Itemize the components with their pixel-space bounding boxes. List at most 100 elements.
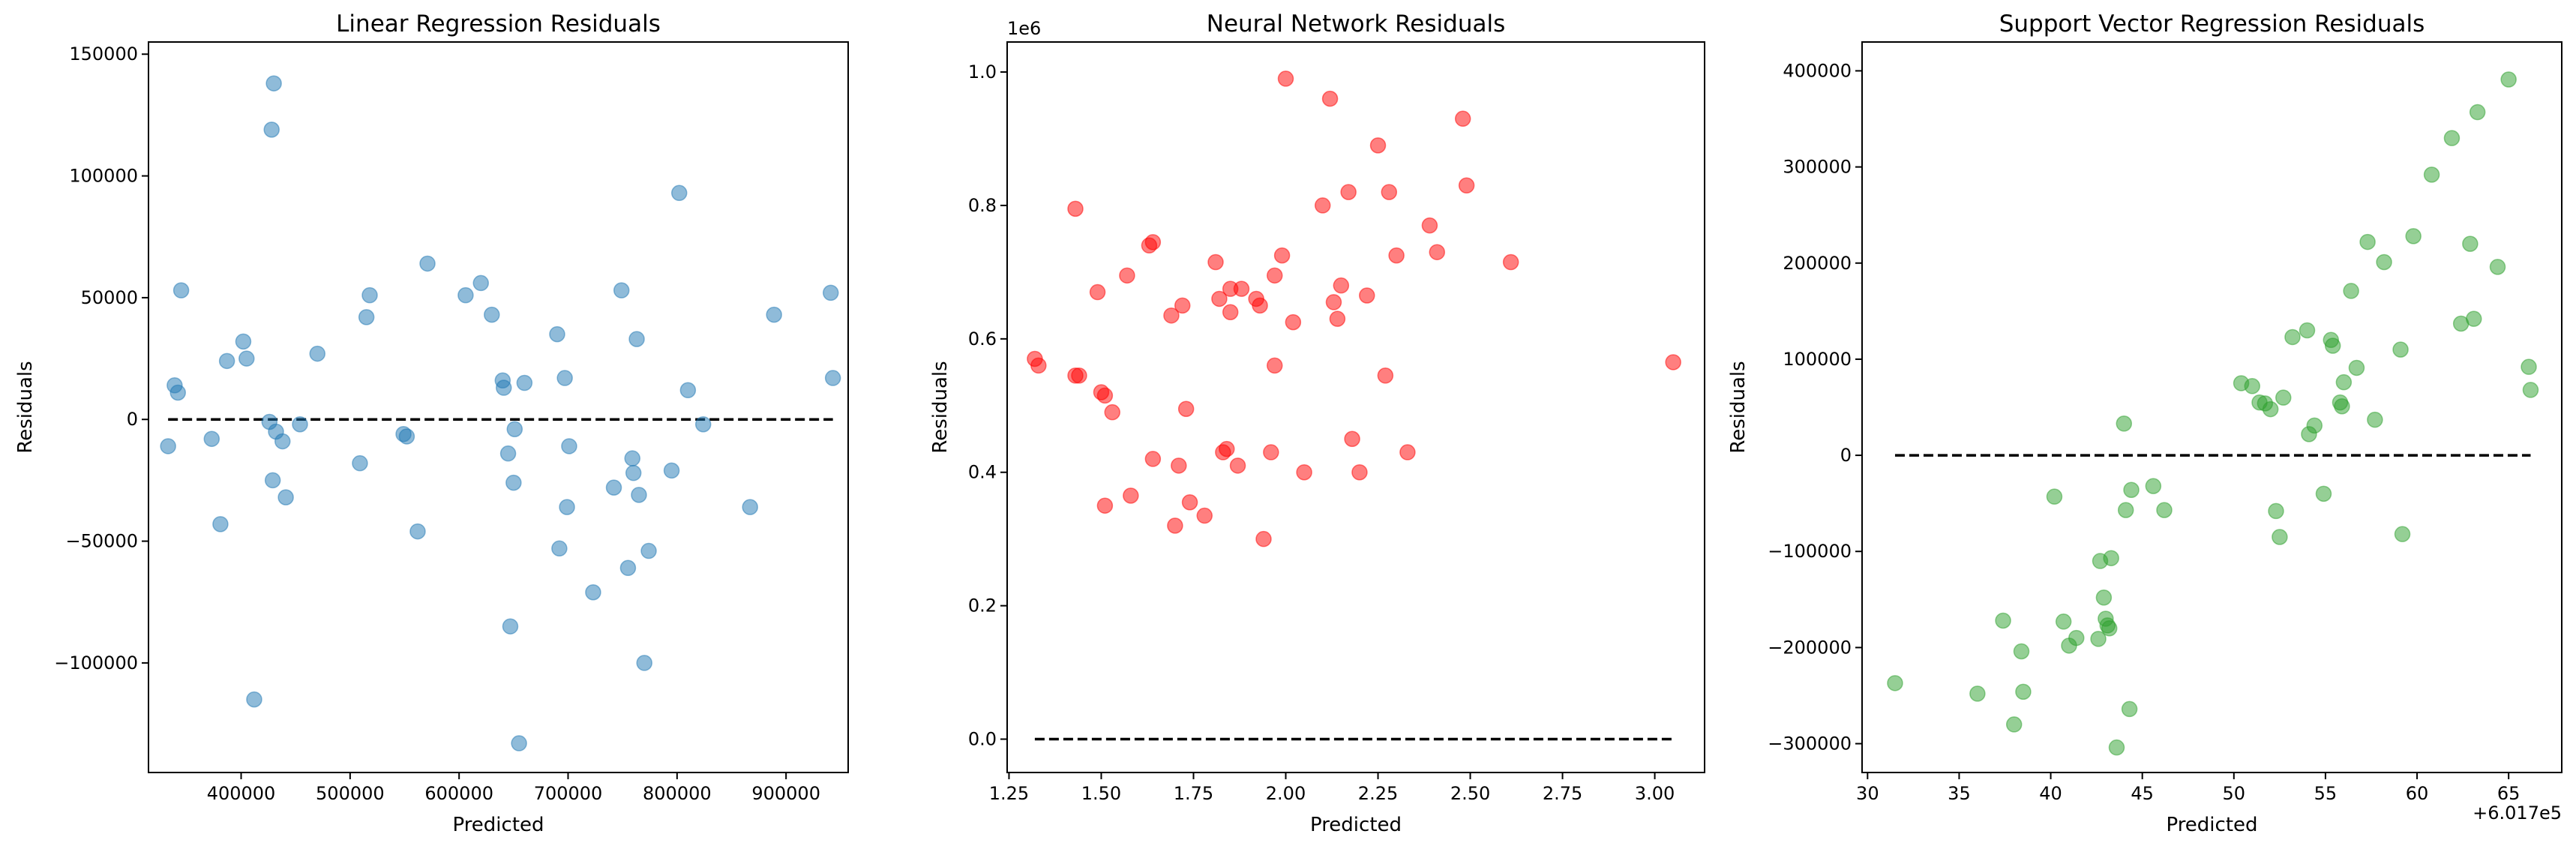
y-tick-label: 300000 [1783,157,1852,178]
data-point [1377,367,1394,384]
data-point [511,735,527,752]
data-point [2489,259,2506,275]
y-tick-label: 200000 [1783,253,1852,274]
data-point [1207,254,1224,271]
y-tick-label: 0.0 [968,729,997,750]
data-point [624,450,641,466]
data-point [499,445,517,462]
chart-title: Linear Regression Residuals [336,10,661,38]
data-point [556,370,573,386]
data-point [218,352,235,370]
data-point [2244,378,2260,394]
data-point [742,499,758,515]
data-point [1285,314,1302,331]
data-point [1181,494,1198,511]
data-point [2522,382,2539,398]
data-point [663,462,680,479]
data-point [1171,458,1187,474]
x-tick-label: 2.50 [1450,783,1490,804]
data-point [1399,444,1416,460]
x-tick-label: 400000 [207,783,276,804]
x-tick-label: 45 [2131,783,2154,804]
data-point [2272,529,2288,545]
y-tick-label: 0 [1840,445,1852,466]
y-tick-label: 0.8 [968,195,997,216]
data-point [160,438,176,454]
panel-linear-regression: Linear Regression Residuals Predicted Re… [14,10,849,836]
x-tick-label: 40 [2039,783,2062,804]
data-point [1665,354,1681,370]
data-point [2394,526,2411,542]
data-point [1381,184,1398,200]
y-tick-label: 1.0 [968,62,997,82]
data-point [277,489,294,506]
x-axis-label: Predicted [452,814,544,836]
data-point [2500,71,2517,88]
data-point [625,464,642,482]
y-axis-label: Residuals [14,361,37,453]
x-tick-label: 600000 [424,783,493,804]
data-point [2123,482,2140,498]
data-point [472,274,489,292]
axis-ticks: 400000 500000 600000 700000 800000 900000−100… [54,44,820,804]
data-point [1119,267,1135,284]
data-point [1229,458,1246,474]
x-tick-label: 800000 [643,783,712,804]
data-point [265,75,282,92]
data-point [2262,400,2279,418]
data-point [561,438,577,454]
data-point [1163,307,1180,324]
data-point [2005,716,2023,733]
data-point [352,454,368,472]
data-point [1421,217,1438,234]
data-point [2306,417,2323,434]
data-point [172,282,190,298]
data-point [2275,389,2292,406]
data-point [2103,550,2119,566]
data-point [2423,166,2440,183]
data-point [1096,387,1114,404]
data-point [1233,280,1250,297]
data-point [502,618,519,634]
y-tick-label: 100000 [1783,349,1852,370]
data-point [1429,244,1446,260]
x-tick-label: 65 [2497,783,2521,804]
x-axis-label: Predicted [2166,814,2257,836]
x-tick-label: 1.50 [1081,783,1121,804]
data-point [2046,488,2063,505]
x-offset-label: +6.017e5 [2473,802,2562,824]
data-point [2462,236,2479,252]
data-point [2334,398,2350,415]
y-tick-label: 0 [127,409,138,430]
data-point [631,487,647,503]
data-point [2015,683,2032,700]
data-point [2466,310,2482,327]
data-point [238,350,255,367]
data-point [246,691,262,708]
data-point [2405,228,2422,244]
data-point [1196,507,1213,524]
data-point [2108,739,2125,756]
data-points [1887,71,2539,756]
data-point [2299,322,2316,339]
data-point [636,655,652,671]
data-point [2145,478,2162,494]
data-point [484,306,500,323]
data-point [619,560,637,577]
data-point [2116,416,2133,432]
data-point [2095,590,2113,606]
data-point [1359,287,1375,304]
x-tick-label: 1.75 [1174,783,1213,804]
data-points [1027,70,1681,548]
x-tick-label: 900000 [751,783,820,804]
y-axis-label: Residuals [929,361,952,453]
data-point [1177,400,1195,417]
data-point [766,306,782,323]
plot-frame [148,41,849,773]
data-point [559,499,575,515]
data-point [2359,233,2376,250]
x-tick-label: 50 [2223,783,2246,804]
data-point [1887,675,1903,692]
plot-frame [1861,41,2563,773]
